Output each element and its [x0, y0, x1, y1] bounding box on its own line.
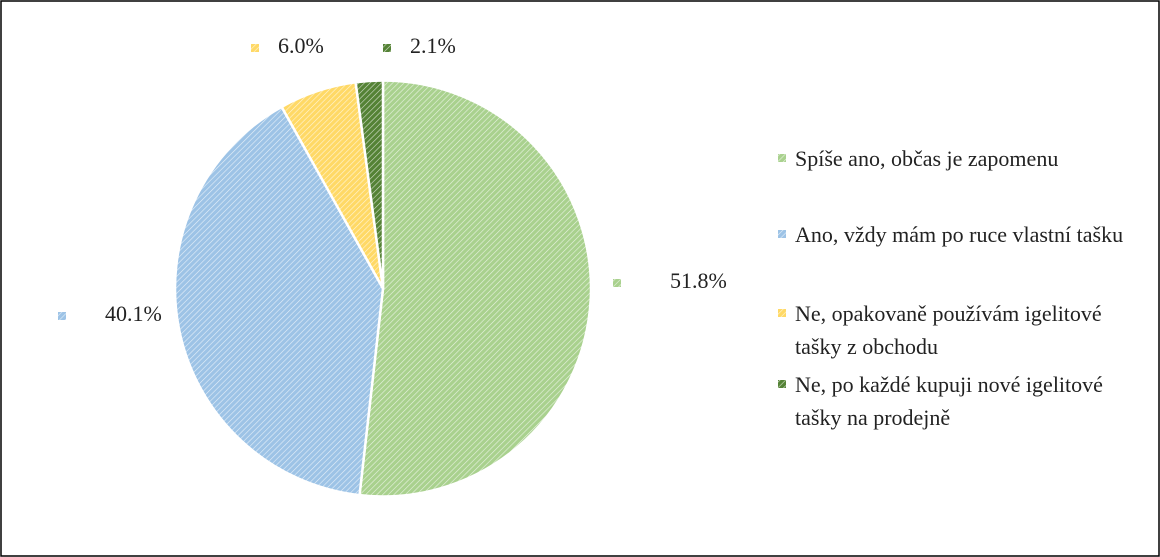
label-swatch: [613, 279, 621, 287]
legend-label: Spíše ano, občas je zapomenu: [795, 146, 1059, 171]
data-label: 51.8%: [670, 268, 727, 293]
legend-swatch: [778, 154, 786, 162]
label-swatch: [383, 44, 391, 52]
data-label: 6.0%: [278, 33, 324, 58]
legend-swatch: [778, 309, 786, 317]
legend-swatch: [778, 380, 786, 388]
pie-slice: [173, 105, 385, 497]
legend-swatch: [778, 230, 786, 238]
legend-label: Ne, po každé kupuji nové igelitové tašky…: [795, 372, 1103, 430]
legend-label: Ne, opakovaně používám igelitové tašky z…: [795, 301, 1102, 359]
pie-slice: [354, 79, 385, 289]
label-swatch: [251, 44, 259, 52]
data-label: 2.1%: [410, 33, 456, 58]
legend-label: Ano, vždy mám po ruce vlastní tašku: [795, 222, 1124, 247]
pie-slice: [358, 79, 593, 498]
data-label: 40.1%: [105, 301, 162, 326]
label-swatch: [58, 312, 66, 320]
